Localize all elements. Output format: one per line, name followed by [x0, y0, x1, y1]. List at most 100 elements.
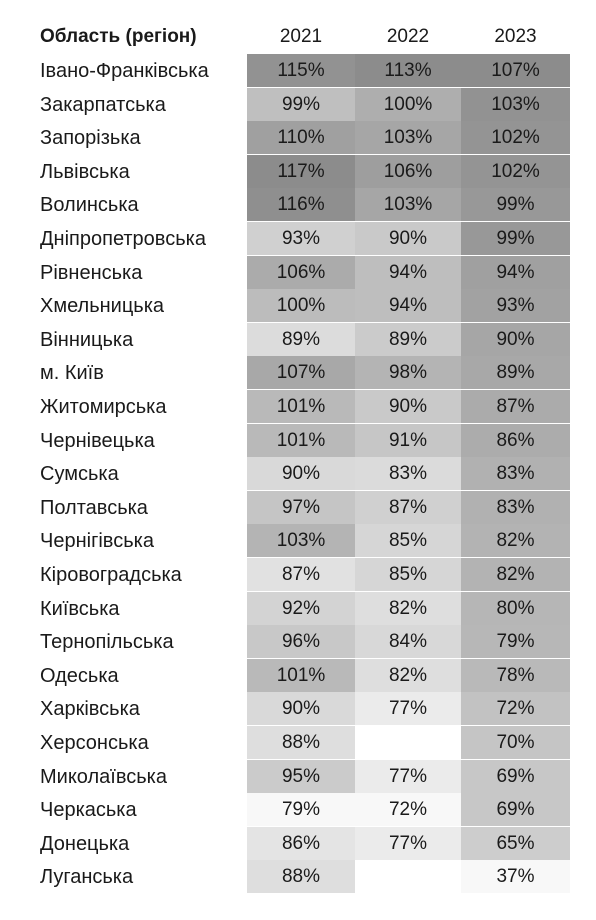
table-row: Чернівецька 101% 91% 86%: [0, 423, 596, 458]
region-column-header: Область (регіон): [40, 26, 197, 47]
table-row: Рівненська 106% 94% 94%: [0, 255, 596, 290]
value-cell-2022: [355, 726, 461, 759]
region-label: Волинська: [40, 194, 139, 217]
value-cell-2022: 90%: [355, 222, 461, 255]
value-cell-2022: 85%: [355, 524, 461, 558]
value-cell-2022: 89%: [355, 322, 461, 356]
value-cell-2021: 103%: [247, 524, 355, 558]
region-label: Вінницька: [40, 328, 134, 351]
value-cell-2022: 82%: [355, 591, 461, 625]
header-row: Область (регіон) 2021 2022 2023: [0, 20, 596, 54]
year-header-2021: 2021: [279, 26, 323, 47]
value-cell-2022: [355, 860, 461, 894]
table-row: Івано-Франківська 115% 113% 107%: [0, 54, 596, 88]
value-cell-2021: 110%: [247, 121, 355, 155]
value-cell-2022: 87%: [355, 490, 461, 524]
table-row: Полтавська 97% 87% 83%: [0, 490, 596, 525]
value-cell-2023: 79%: [461, 625, 570, 659]
value-cell-2023: 94%: [461, 255, 570, 289]
table-row: Вінницька 89% 89% 90%: [0, 322, 596, 357]
value-cell-2022: 91%: [355, 423, 461, 457]
value-cell-2023: 70%: [461, 726, 570, 759]
table-row: Волинська 116% 103% 99%: [0, 188, 596, 222]
value-cell-2021: 88%: [247, 860, 355, 894]
value-cell-2022: 83%: [355, 457, 461, 491]
region-label: Дніпропетровська: [40, 228, 206, 250]
table-row: Хмельницька 100% 94% 93%: [0, 289, 596, 323]
value-cell-2021: 92%: [247, 591, 355, 625]
region-label: Миколаївська: [40, 765, 167, 788]
value-cell-2023: 86%: [461, 423, 570, 457]
region-label: Хмельницька: [40, 295, 165, 318]
value-cell-2022: 82%: [355, 658, 461, 692]
value-cell-2023: 82%: [461, 558, 570, 591]
value-cell-2023: 93%: [461, 289, 570, 323]
value-cell-2023: 87%: [461, 390, 570, 423]
region-label: Івано-Франківська: [40, 60, 209, 82]
region-label: Закарпатська: [40, 93, 166, 116]
value-cell-2021: 99%: [247, 87, 355, 121]
value-cell-2022: 84%: [355, 625, 461, 659]
table-row: Черкаська 79% 72% 69%: [0, 793, 596, 827]
region-label: Кіровоградська: [40, 564, 182, 586]
table-row: Луганська 88% 37%: [0, 860, 596, 894]
value-cell-2023: 102%: [461, 121, 570, 155]
value-cell-2021: 96%: [247, 625, 355, 659]
region-label: Запорізька: [40, 127, 141, 150]
table-row: Одеська 101% 82% 78%: [0, 658, 596, 693]
value-cell-2023: 65%: [461, 826, 570, 860]
table-row: Херсонська 88% 70%: [0, 726, 596, 760]
value-cell-2021: 95%: [247, 759, 355, 793]
region-label: Харківська: [40, 698, 140, 721]
value-cell-2021: 86%: [247, 826, 355, 860]
value-cell-2022: 98%: [355, 356, 461, 390]
value-cell-2023: 102%: [461, 154, 570, 188]
value-cell-2021: 116%: [247, 188, 355, 222]
region-label: Київська: [40, 597, 120, 620]
table-row: Миколаївська 95% 77% 69%: [0, 759, 596, 794]
value-cell-2023: 107%: [461, 54, 570, 87]
value-cell-2023: 99%: [461, 222, 570, 255]
value-cell-2023: 82%: [461, 524, 570, 558]
value-cell-2021: 101%: [247, 658, 355, 692]
value-cell-2021: 117%: [247, 154, 355, 188]
value-cell-2022: 77%: [355, 692, 461, 726]
region-label: Луганська: [40, 866, 134, 889]
value-cell-2022: 94%: [355, 255, 461, 289]
value-cell-2023: 89%: [461, 356, 570, 390]
region-label: Черкаська: [40, 799, 137, 822]
value-cell-2023: 37%: [461, 860, 570, 894]
region-label: Одеська: [40, 664, 119, 687]
year-header-2022: 2022: [386, 26, 430, 47]
value-cell-2022: 103%: [355, 188, 461, 222]
value-cell-2022: 77%: [355, 826, 461, 860]
value-cell-2023: 69%: [461, 759, 570, 793]
region-label: Сумська: [40, 463, 119, 486]
region-label: Чернівецька: [40, 429, 155, 452]
value-cell-2023: 103%: [461, 87, 570, 121]
value-cell-2021: 101%: [247, 390, 355, 423]
value-cell-2021: 79%: [247, 793, 355, 827]
value-cell-2021: 101%: [247, 423, 355, 457]
value-cell-2021: 93%: [247, 222, 355, 255]
table-row: Запорізька 110% 103% 102%: [0, 121, 596, 155]
value-cell-2021: 97%: [247, 490, 355, 524]
table-row: Закарпатська 99% 100% 103%: [0, 87, 596, 122]
region-label: Рівненська: [40, 261, 143, 284]
value-cell-2021: 87%: [247, 558, 355, 591]
value-cell-2022: 90%: [355, 390, 461, 423]
table-row: Донецька 86% 77% 65%: [0, 826, 596, 861]
value-cell-2023: 83%: [461, 457, 570, 491]
value-cell-2022: 94%: [355, 289, 461, 323]
year-header-2023: 2023: [494, 26, 537, 47]
value-cell-2022: 77%: [355, 759, 461, 793]
value-cell-2021: 107%: [247, 356, 355, 390]
table-row: м. Київ 107% 98% 89%: [0, 356, 596, 390]
value-cell-2021: 90%: [247, 457, 355, 491]
value-cell-2021: 106%: [247, 255, 355, 289]
value-cell-2022: 72%: [355, 793, 461, 827]
table-row: Чернігівська 103% 85% 82%: [0, 524, 596, 558]
region-label: Полтавська: [40, 496, 148, 519]
value-cell-2023: 90%: [461, 322, 570, 356]
